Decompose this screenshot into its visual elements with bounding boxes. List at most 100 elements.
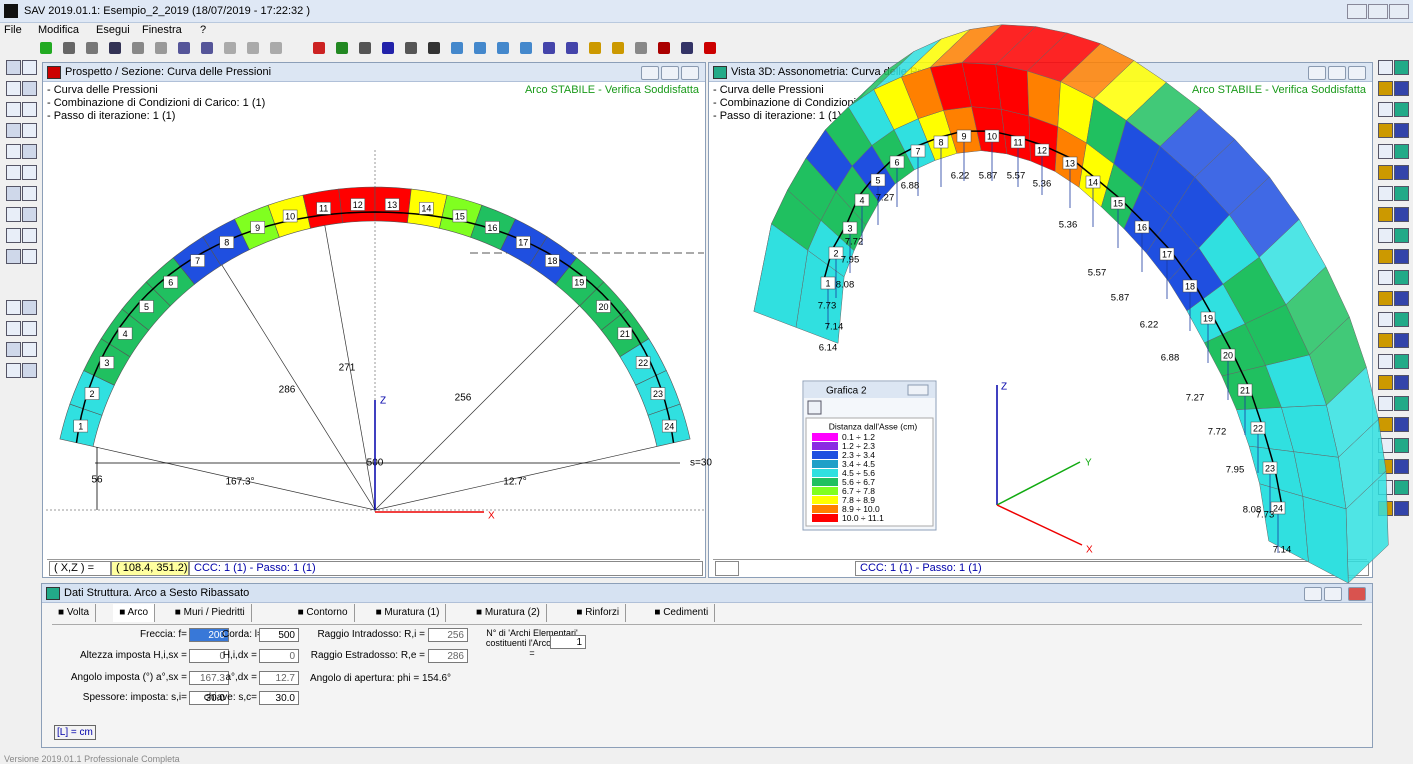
tool-button[interactable] bbox=[1394, 375, 1409, 390]
tool-button[interactable] bbox=[1378, 81, 1393, 96]
tool-button[interactable] bbox=[704, 42, 716, 54]
field-input[interactable]: 500 bbox=[259, 628, 299, 642]
minimize[interactable] bbox=[1304, 587, 1322, 601]
tool-button[interactable] bbox=[382, 42, 394, 54]
tool-button[interactable] bbox=[405, 42, 417, 54]
close[interactable] bbox=[1389, 4, 1409, 19]
tool-button[interactable] bbox=[22, 342, 37, 357]
field-input[interactable]: 30.0 bbox=[259, 691, 299, 705]
tool-button[interactable] bbox=[63, 42, 75, 54]
tool-button[interactable] bbox=[635, 42, 647, 54]
tool-button[interactable] bbox=[497, 42, 509, 54]
tool-button[interactable] bbox=[1394, 144, 1409, 159]
menu-item[interactable]: Finestra bbox=[142, 24, 182, 36]
tool-button[interactable] bbox=[247, 42, 259, 54]
tool-button[interactable] bbox=[22, 249, 37, 264]
tool-button[interactable] bbox=[22, 60, 37, 75]
tool-button[interactable] bbox=[1378, 123, 1393, 138]
tool-button[interactable] bbox=[6, 123, 21, 138]
tool-button[interactable] bbox=[178, 42, 190, 54]
tool-button[interactable] bbox=[1394, 459, 1409, 474]
tool-button[interactable] bbox=[1378, 207, 1393, 222]
tool-button[interactable] bbox=[1378, 144, 1393, 159]
tool-button[interactable] bbox=[22, 81, 37, 96]
tool-button[interactable] bbox=[359, 42, 371, 54]
tool-button[interactable] bbox=[1394, 165, 1409, 180]
tool-button[interactable] bbox=[1394, 123, 1409, 138]
field-input[interactable]: 286 bbox=[428, 649, 468, 663]
tool-button[interactable] bbox=[1378, 102, 1393, 117]
field-input[interactable]: 0 bbox=[259, 649, 299, 663]
minimize[interactable] bbox=[1308, 66, 1326, 80]
tool-button[interactable] bbox=[1378, 165, 1393, 180]
tool-button[interactable] bbox=[589, 42, 601, 54]
minimize[interactable] bbox=[1347, 4, 1367, 19]
tool-button[interactable] bbox=[224, 42, 236, 54]
unit-button[interactable]: [L] = cm bbox=[54, 725, 96, 740]
tool-button[interactable] bbox=[1394, 396, 1409, 411]
field-input[interactable]: 30.0 bbox=[189, 691, 229, 705]
tool-button[interactable] bbox=[6, 249, 21, 264]
close[interactable] bbox=[681, 66, 699, 80]
tool-button[interactable] bbox=[1394, 228, 1409, 243]
tool-button[interactable] bbox=[1378, 396, 1393, 411]
tool-button[interactable] bbox=[1394, 480, 1409, 495]
tool-button[interactable] bbox=[1394, 501, 1409, 516]
tool-button[interactable] bbox=[1394, 417, 1409, 432]
menu-item[interactable]: ? bbox=[200, 24, 207, 36]
tool-button[interactable] bbox=[22, 228, 37, 243]
tool-button[interactable] bbox=[1394, 312, 1409, 327]
tab[interactable]: ■ Muratura (1) bbox=[370, 604, 447, 622]
close[interactable] bbox=[1348, 587, 1366, 601]
tool-button[interactable] bbox=[1378, 291, 1393, 306]
maximize[interactable] bbox=[1324, 587, 1342, 601]
tool-button[interactable] bbox=[22, 300, 37, 315]
tool-button[interactable] bbox=[132, 42, 144, 54]
tool-button[interactable] bbox=[1394, 270, 1409, 285]
tool-button[interactable] bbox=[22, 144, 37, 159]
tool-button[interactable] bbox=[1378, 312, 1393, 327]
tab[interactable]: ■ Rinforzi bbox=[570, 604, 627, 622]
tool-button[interactable] bbox=[270, 42, 282, 54]
menu-item[interactable]: Esegui bbox=[96, 24, 130, 36]
tool-button[interactable] bbox=[336, 42, 348, 54]
tool-button[interactable] bbox=[40, 42, 52, 54]
tool-button[interactable] bbox=[201, 42, 213, 54]
tool-button[interactable] bbox=[109, 42, 121, 54]
tool-button[interactable] bbox=[6, 186, 21, 201]
tool-button[interactable] bbox=[1394, 249, 1409, 264]
tab[interactable]: ■ Volta bbox=[52, 604, 97, 622]
tool-button[interactable] bbox=[22, 186, 37, 201]
tool-button[interactable] bbox=[1378, 60, 1393, 75]
tool-button[interactable] bbox=[1394, 354, 1409, 369]
tab[interactable]: ■ Muri / Piedritti bbox=[169, 604, 252, 622]
tool-button[interactable] bbox=[1378, 333, 1393, 348]
tool-button[interactable] bbox=[1394, 60, 1409, 75]
tool-button[interactable] bbox=[6, 207, 21, 222]
tool-button[interactable] bbox=[1378, 228, 1393, 243]
tool-button[interactable] bbox=[22, 207, 37, 222]
tool-button[interactable] bbox=[1378, 270, 1393, 285]
tool-button[interactable] bbox=[474, 42, 486, 54]
tool-button[interactable] bbox=[1394, 207, 1409, 222]
field-input[interactable]: 0 bbox=[189, 649, 229, 663]
close[interactable] bbox=[1348, 66, 1366, 80]
tool-button[interactable] bbox=[428, 42, 440, 54]
tab[interactable]: ■ Muratura (2) bbox=[470, 604, 547, 622]
tool-button[interactable] bbox=[681, 42, 693, 54]
tool-button[interactable] bbox=[1378, 375, 1393, 390]
field-input[interactable]: 1 bbox=[550, 635, 586, 649]
field-input[interactable]: 12.7 bbox=[259, 671, 299, 685]
legend-close[interactable] bbox=[907, 384, 929, 396]
tool-button[interactable] bbox=[1394, 81, 1409, 96]
tool-button[interactable] bbox=[1378, 186, 1393, 201]
tool-button[interactable] bbox=[6, 81, 21, 96]
field-input[interactable]: 167.3 bbox=[189, 671, 229, 685]
tool-button[interactable] bbox=[1394, 333, 1409, 348]
tab[interactable]: ■ Cedimenti bbox=[648, 604, 716, 622]
tool-button[interactable] bbox=[543, 42, 555, 54]
minimize[interactable] bbox=[641, 66, 659, 80]
tool-button[interactable] bbox=[1378, 354, 1393, 369]
tool-button[interactable] bbox=[6, 60, 21, 75]
tool-button[interactable] bbox=[1394, 291, 1409, 306]
